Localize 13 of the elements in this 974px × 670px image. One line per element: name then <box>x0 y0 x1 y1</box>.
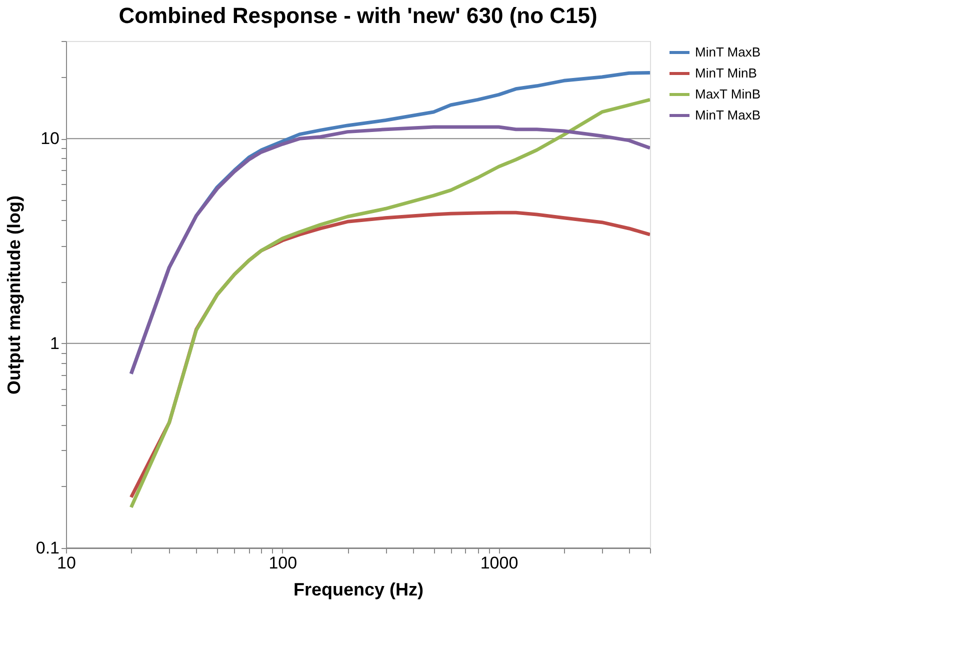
y-axis-title: Output magnitude (log) <box>4 196 24 394</box>
chart-title: Combined Response - with 'new' 630 (no C15) <box>118 3 598 28</box>
x-axis-title: Frequency (Hz) <box>293 580 424 600</box>
legend-label: MinT MaxB <box>695 44 760 60</box>
legend-label: MinT MaxB <box>695 108 760 122</box>
y-tick-label: 1 <box>50 334 60 353</box>
x-tick-label: 10 <box>57 554 76 572</box>
x-tick-label: 100 <box>268 554 298 572</box>
x-tick-label: 1000 <box>480 554 518 572</box>
legend-label: MinT MinB <box>695 66 757 80</box>
legend-label: MaxT MinB <box>695 86 760 102</box>
y-tick-label: 10 <box>40 129 60 148</box>
y-tick-label: 0.1 <box>36 538 60 558</box>
